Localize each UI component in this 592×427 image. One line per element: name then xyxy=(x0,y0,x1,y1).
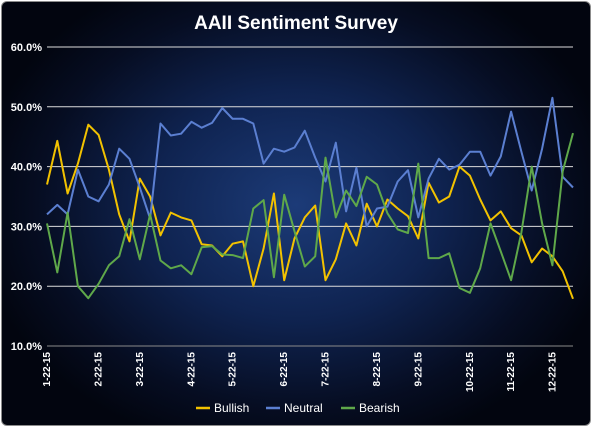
x-tick-label: 12-22-15 xyxy=(547,352,558,392)
x-tick-label: 11-22-15 xyxy=(506,352,517,392)
legend-label-bullish: Bullish xyxy=(214,401,249,415)
y-tick-label: 40.0% xyxy=(11,162,42,174)
x-tick-label: 4-22-15 xyxy=(186,352,197,387)
x-tick-label: 1-22-15 xyxy=(42,352,53,387)
series-line-bullish xyxy=(46,123,574,300)
legend-label-bearish: Bearish xyxy=(359,401,400,415)
x-tick-label: 7-22-15 xyxy=(320,352,331,387)
x-tick-label: 8-22-15 xyxy=(372,352,383,387)
x-tick-label: 10-22-15 xyxy=(465,352,476,392)
legend-label-neutral: Neutral xyxy=(284,401,323,415)
y-tick-label: 50.0% xyxy=(11,102,42,114)
y-tick-label: 60.0% xyxy=(11,42,42,54)
x-tick-label: 3-22-15 xyxy=(135,352,146,387)
y-tick-label: 10.0% xyxy=(11,341,42,353)
series-lines xyxy=(46,96,574,300)
y-tick-label: 30.0% xyxy=(11,221,42,233)
series-line-neutral xyxy=(46,96,574,228)
y-axis-ticks: 10.0% 20.0% 30.0% 40.0% 50.0% 60.0% xyxy=(11,42,42,353)
series-line-bearish xyxy=(46,132,574,300)
x-tick-label: 5-22-15 xyxy=(228,352,239,387)
x-tick-label: 9-22-15 xyxy=(413,352,424,387)
x-tick-label: 2-22-15 xyxy=(94,352,105,387)
chart-title: AAII Sentiment Survey xyxy=(194,13,398,34)
grid xyxy=(47,46,573,347)
y-tick-label: 20.0% xyxy=(11,281,42,293)
legend: Bullish Neutral Bearish xyxy=(196,401,400,415)
x-tick-label: 6-22-15 xyxy=(279,352,290,387)
x-axis-ticks: 1-22-15 2-22-15 3-22-15 4-22-15 5-22-15 6-22-… xyxy=(42,352,558,392)
